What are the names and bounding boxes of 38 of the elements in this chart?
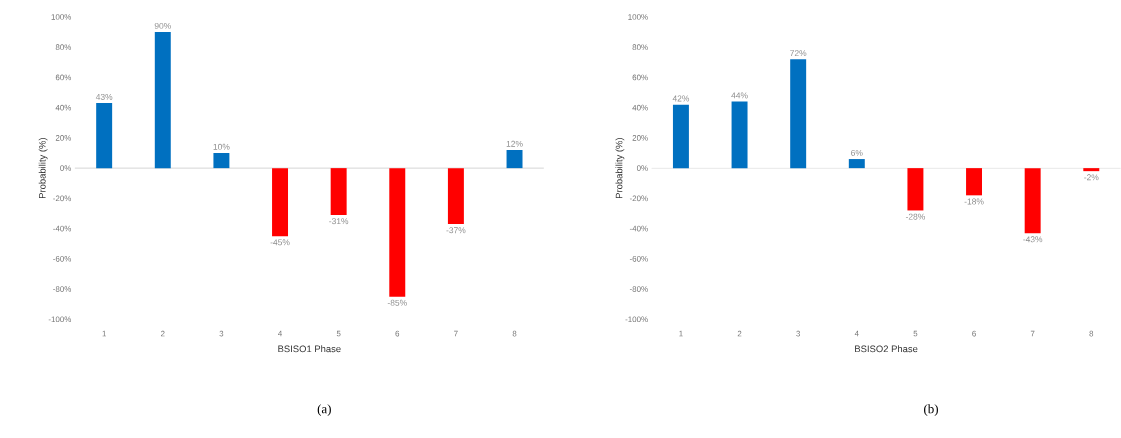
data-label: 44%	[731, 92, 748, 99]
data-label: -31%	[329, 218, 349, 225]
data-label: 12%	[506, 140, 523, 147]
bar	[389, 168, 406, 297]
bar	[1024, 168, 1041, 234]
bar	[272, 168, 289, 237]
data-label: -45%	[270, 239, 290, 246]
data-label: 72%	[790, 50, 807, 57]
bar	[790, 59, 807, 169]
data-label: -85%	[387, 299, 407, 306]
bar	[213, 152, 230, 169]
x-axis-title: BSISO2 Phase	[855, 345, 918, 353]
data-label: 90%	[154, 22, 171, 29]
data-label: -18%	[964, 198, 984, 205]
data-label: -28%	[905, 213, 925, 220]
y-axis-title: Probability (%)	[38, 138, 48, 199]
data-label: 6%	[851, 149, 863, 156]
y-axis-title: Probability (%)	[615, 138, 625, 199]
text: (b)	[924, 404, 938, 416]
data-label: 43%	[95, 93, 113, 100]
data-label: -2%	[1084, 174, 1099, 181]
bar	[966, 168, 983, 196]
bar	[447, 168, 464, 225]
bar	[672, 104, 689, 169]
data-label: -37%	[446, 227, 466, 234]
bar	[506, 149, 523, 169]
bar	[96, 103, 113, 169]
bar	[907, 168, 924, 211]
data-label: 42%	[672, 95, 690, 102]
data-label: -43%	[1023, 236, 1043, 243]
x-axis-title: BSISO1 Phase	[278, 345, 341, 353]
bar	[330, 168, 347, 215]
bar	[154, 32, 171, 169]
data-label: 10%	[213, 143, 230, 150]
bar	[731, 101, 748, 169]
bar	[1083, 168, 1100, 172]
text: (a)	[317, 404, 331, 416]
bar	[848, 159, 865, 169]
